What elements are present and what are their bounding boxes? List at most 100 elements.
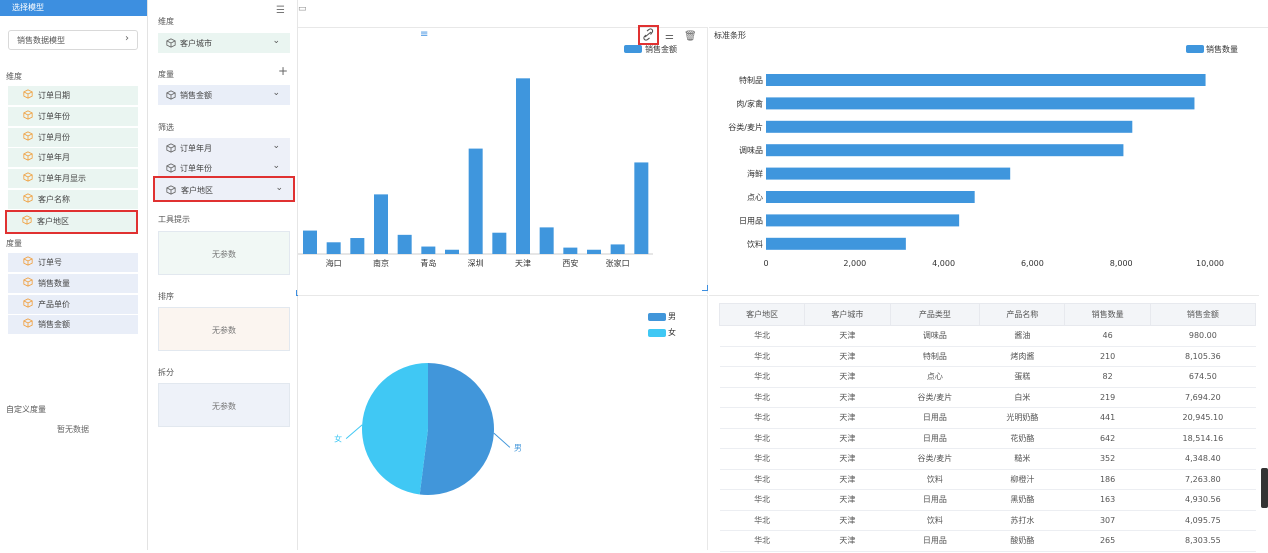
table-cell: 4,930.56 (1150, 489, 1256, 511)
table-header-cell[interactable]: 销售金额 (1149, 303, 1257, 326)
table-row[interactable]: 华北 天津 日用品 酸奶酪 265 8,303.55 (719, 530, 1256, 552)
tooltip-drop-zone[interactable]: 无参数 (158, 231, 290, 275)
split-title: 拆分 (158, 368, 174, 377)
filter-label: 订单年月 (180, 144, 212, 153)
filter-field-2[interactable]: 客户地区 ⌄ (153, 176, 295, 202)
table-cell: 酸奶酪 (979, 530, 1065, 552)
trash-icon[interactable]: 🗑 (684, 31, 697, 42)
pie-chart-panel[interactable]: 男 女 男女 (298, 295, 708, 550)
field-label: 客户名称 (38, 195, 70, 204)
y-tick-label: 肉/家禽 (736, 98, 763, 108)
y-tick-label: 海鲜 (747, 169, 763, 179)
measure-field-item[interactable]: 销售数量 (8, 273, 138, 293)
table-row[interactable]: 华北 天津 谷类/麦片 白米 219 7,694.20 (719, 387, 1256, 408)
x-tick-label: 6,000 (1021, 259, 1044, 268)
table-header-row: 客户地区 客户城市 产品类型 产品名称 销售数量 销售金额 (718, 303, 1257, 326)
config-measure-field[interactable]: 销售金额 ⌄ (158, 85, 290, 105)
hbar-chart-panel[interactable]: 标准条形 销售数量 特制品 肉/家禽 谷类/麦片 调味品 海鲜 点心 日用品 饮料 0 2,000… (709, 27, 1268, 294)
field-label: 订单号 (38, 258, 62, 267)
cube-icon (23, 130, 33, 141)
table-row[interactable]: 华北 天津 日用品 花奶酪 642 18,514.16 (719, 428, 1256, 449)
bar (634, 162, 649, 254)
drag-handle-icon[interactable]: ≡ (420, 29, 429, 40)
model-panel: 选择模型 销售数据模型 › 维度 订单日期 订单年份 订单月份 订单年月 订单年月显示客… (0, 0, 148, 550)
table-row[interactable]: 华北 天津 日用品 黑奶酪 163 4,930.56 (719, 489, 1256, 511)
link-button[interactable] (638, 25, 659, 45)
chevron-down-icon[interactable]: ⌄ (272, 88, 280, 98)
chevron-down-icon[interactable]: ⌄ (272, 141, 280, 151)
resize-corner[interactable] (702, 285, 708, 291)
panel-toggle-icon[interactable]: ▭ (298, 4, 307, 14)
model-select-value: 销售数据模型 (17, 36, 65, 45)
table-header-cell[interactable]: 销售数量 (1064, 303, 1151, 326)
cube-icon (22, 215, 32, 225)
measure-field-item[interactable]: 销售金额 (8, 315, 138, 335)
table-panel[interactable]: 客户地区 客户城市 产品类型 产品名称 销售数量 销售金额 华北 天津 调味品 酱油 46 980.… (709, 295, 1259, 552)
bar (397, 234, 412, 254)
split-drop-zone[interactable]: 无参数 (158, 383, 290, 427)
table-cell: 天津 (804, 448, 891, 470)
x-tick-label: 10,000 (1196, 259, 1224, 268)
chevron-down-icon[interactable]: ⌄ (275, 183, 283, 193)
field-label: 销售数量 (38, 278, 70, 288)
list-icon[interactable]: ☰ (276, 5, 285, 16)
table-cell: 谷类/麦片 (890, 448, 980, 470)
table-row[interactable]: 华北 天津 谷类/麦片 糙米 352 4,348.40 (719, 448, 1256, 470)
table-header-cell[interactable]: 产品类型 (889, 303, 981, 326)
legend-swatch-male (648, 313, 666, 321)
table-row[interactable]: 华北 天津 点心 蛋糕 82 674.50 (719, 366, 1256, 388)
hbar-bar (766, 97, 1195, 110)
table-cell: 苏打水 (979, 510, 1065, 531)
table-row[interactable]: 华北 天津 特制品 烤肉酱 210 8,105.36 (719, 346, 1256, 367)
dimension-field-item[interactable]: 客户地区 (5, 209, 138, 234)
select-model-header[interactable]: 选择模型 (0, 0, 147, 16)
chevron-right-icon: › (125, 33, 129, 44)
field-label: 订单日期 (38, 91, 70, 100)
config-dimension-field[interactable]: 客户城市 ⌄ (158, 33, 290, 53)
table-cell: 烤肉酱 (979, 346, 1065, 367)
table-header-cell[interactable]: 产品名称 (979, 303, 1066, 326)
chevron-down-icon[interactable]: ⌄ (272, 161, 280, 171)
sort-title: 排序 (158, 292, 174, 301)
bar-chart-panel[interactable]: 海口 南京 青岛 深圳 天津 西安 张家口 ≡ ⚌ 🗑 销售金额 (296, 25, 708, 296)
dimension-field-item[interactable]: 订单年月显示 (8, 169, 138, 189)
model-select[interactable]: 销售数据模型 › (8, 30, 138, 50)
table-row[interactable]: 华北 天津 日用品 光明奶酪 441 20,945.10 (719, 407, 1256, 429)
table-row[interactable]: 华北 天津 调味品 酱油 46 980.00 (719, 325, 1256, 347)
table-header-cell[interactable]: 客户城市 (804, 303, 891, 326)
dimension-field-item[interactable]: 订单年月 (8, 148, 138, 168)
pie-slice (361, 363, 428, 495)
table-row[interactable]: 华北 天津 饮料 柳橙汁 186 7,263.80 (719, 469, 1256, 490)
x-tick-label: 张家口 (606, 258, 630, 268)
sliders-icon[interactable]: ⚌ (665, 31, 674, 42)
add-measure-icon[interactable]: + (278, 64, 289, 78)
hbar-bar (766, 74, 1206, 86)
cube-icon (23, 89, 33, 99)
table-cell: 酱油 (979, 325, 1065, 347)
y-tick-label: 饮料 (747, 239, 763, 249)
sort-drop-zone[interactable]: 无参数 (158, 307, 290, 351)
dimension-field-item[interactable]: 订单月份 (8, 127, 138, 147)
table-cell: 980.00 (1150, 325, 1256, 347)
cube-icon (166, 163, 176, 173)
data-table: 客户地区 客户城市 产品类型 产品名称 销售数量 销售金额 华北 天津 调味品 酱油 46 980.… (718, 303, 1257, 552)
table-cell: 白米 (979, 387, 1065, 408)
table-cell: 4,348.40 (1150, 448, 1256, 470)
dimension-field-item[interactable]: 订单年份 (8, 106, 138, 126)
filter-field-1[interactable]: 订单年份 ⌄ (158, 158, 290, 178)
chevron-down-icon[interactable]: ⌄ (272, 36, 280, 46)
bar (539, 227, 554, 254)
table-cell: 黑奶酪 (979, 489, 1065, 511)
table-row[interactable]: 华北 天津 饮料 苏打水 307 4,095.75 (719, 510, 1256, 531)
table-cell: 华北 (719, 448, 805, 470)
measure-field-item[interactable]: 订单号 (8, 253, 138, 272)
dimension-field-item[interactable]: 订单日期 (8, 86, 138, 105)
filter-field-0[interactable]: 订单年月 ⌄ (158, 138, 290, 158)
bar (516, 78, 530, 254)
table-cell: 华北 (719, 469, 805, 490)
dimension-field-item[interactable]: 客户名称 (8, 190, 138, 209)
scrollbar-thumb[interactable] (1261, 468, 1268, 508)
measure-field-item[interactable]: 产品单价 (8, 294, 138, 314)
table-header-cell[interactable]: 客户地区 (718, 303, 806, 326)
table-cell: 华北 (719, 325, 805, 347)
